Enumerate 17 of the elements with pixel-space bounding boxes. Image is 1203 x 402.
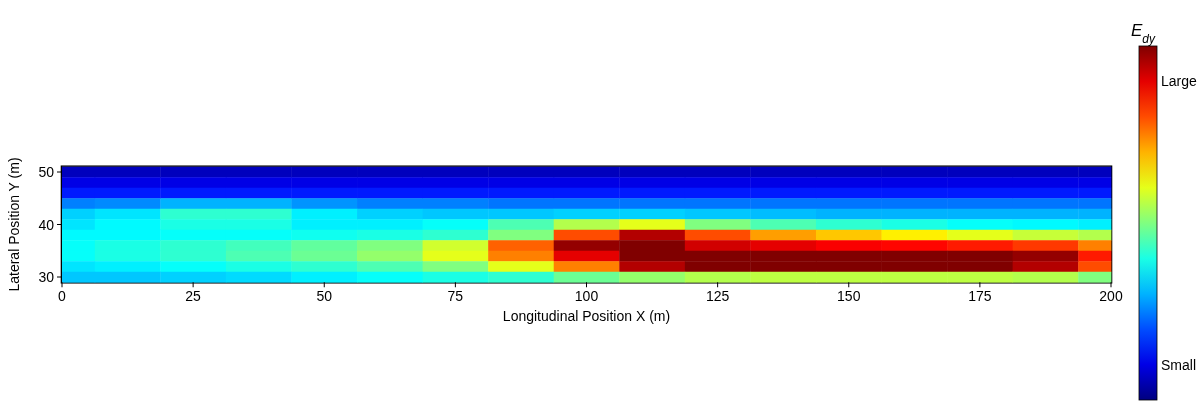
x-tick-label: 0 [58,288,67,305]
x-tick-label: 25 [185,288,202,305]
y-tick-label: 50 [38,164,55,180]
x-tick-label: 200 [1099,288,1123,305]
color-bar-label: Small [1161,356,1197,373]
x-tick-label: 50 [316,288,333,305]
y-axis-title: Lateral Position Y (m) [6,157,22,292]
x-axis-title: Longitudinal Position X (m) [502,308,671,325]
x-tick-label: 75 [447,288,464,305]
x-tick-label: 175 [968,288,992,305]
x-tick-label: 150 [837,288,861,305]
color-bar-label: Large [1161,73,1198,90]
x-tick-label: 125 [705,288,730,305]
y-tick-label: 40 [38,216,55,233]
x-tick-label: 100 [574,288,599,305]
y-tick-label: 30 [38,269,55,285]
color-bar-title: E$_{dy}$ [1131,21,1156,46]
